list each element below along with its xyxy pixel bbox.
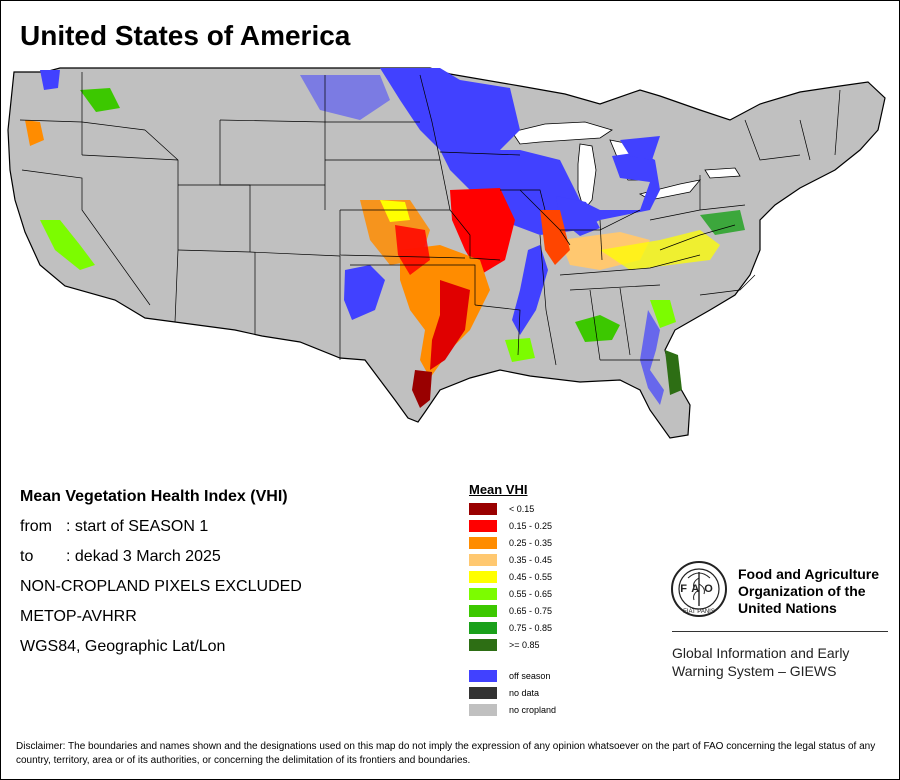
fao-name: Food and Agriculture Organization of the… [738, 566, 898, 617]
legend-swatch [469, 703, 497, 716]
legend-label: 0.35 - 0.45 [509, 554, 553, 565]
legend-swatch [469, 669, 497, 682]
classes-row: 0.35 - 0.45 [469, 551, 556, 568]
classes-row: 0.65 - 0.75 [469, 602, 556, 619]
fao-divider [672, 631, 888, 632]
classes-row: 0.75 - 0.85 [469, 619, 556, 636]
disclaimer: Disclaimer: The boundaries and names sho… [16, 741, 876, 766]
lake-ontario [704, 167, 741, 179]
legend-classes: < 0.15 0.15 - 0.25 0.25 - 0.35 0.35 - 0.45 0… [469, 500, 556, 653]
legend-swatch [469, 502, 497, 515]
off-season-areas [40, 68, 664, 405]
legend-special: off season no data no cropland [469, 667, 556, 718]
to-value: : dekad 3 March 2025 [66, 548, 221, 565]
legend-swatch [469, 536, 497, 549]
fao-name-line2: Organization of the [738, 583, 866, 599]
legend-title: Mean VHI [469, 482, 528, 497]
legend-label: 0.75 - 0.85 [509, 622, 553, 633]
legend-label: 0.15 - 0.25 [509, 520, 553, 531]
classes-row: >= 0.85 [469, 636, 556, 653]
exclusion-note: NON-CROPLAND PIXELS EXCLUDED [20, 578, 302, 595]
to-line: to : dekad 3 March 2025 [20, 546, 302, 576]
legend-label: off season [509, 670, 551, 681]
sensor-note: METOP-AVHRR [20, 608, 137, 625]
legend-label: 0.45 - 0.55 [509, 571, 553, 582]
classes-row: 0.55 - 0.65 [469, 585, 556, 602]
legend-label: >= 0.85 [509, 639, 540, 650]
classes-row: 0.15 - 0.25 [469, 517, 556, 534]
classes-row: 0.45 - 0.55 [469, 568, 556, 585]
legend-swatch [469, 587, 497, 600]
special-row: no data [469, 684, 556, 701]
map-info: Mean Vegetation Health Index (VHI) from:… [20, 486, 302, 666]
from-line: from : start of SEASON 1 [20, 516, 302, 546]
giews-line2: Warning System – GIEWS [672, 663, 837, 679]
from-key: from [20, 518, 52, 535]
legend-swatch [469, 604, 497, 617]
legend-swatch [469, 621, 497, 634]
state-borders [19, 72, 841, 366]
classes-row: 0.25 - 0.35 [469, 534, 556, 551]
giews-line1: Global Information and Early [672, 645, 850, 661]
special-row: no cropland [469, 701, 556, 718]
classes-row: < 0.15 [469, 500, 556, 517]
from-value: : start of SEASON 1 [66, 518, 209, 535]
legend-label: 0.55 - 0.65 [509, 588, 553, 599]
map-title: United States of America [20, 20, 351, 51]
fao-name-line1: Food and Agriculture [738, 566, 880, 582]
fao-logo-motto: FIAT PANIS [683, 609, 715, 615]
fao-name-line3: United Nations [738, 600, 837, 616]
projection-note: WGS84, Geographic Lat/Lon [20, 638, 226, 655]
low-vhi-areas [25, 120, 650, 408]
legend-swatch [469, 638, 497, 651]
fao-logo-text: FAO [680, 583, 718, 595]
legend-label: 0.65 - 0.75 [509, 605, 553, 616]
vhi-map [7, 67, 886, 439]
legend-swatch [469, 519, 497, 532]
legend-swatch [469, 686, 497, 699]
legend-swatch [469, 570, 497, 583]
giews-name: Global Information and Early Warning Sys… [672, 644, 892, 680]
legend-label: < 0.15 [509, 503, 535, 514]
legend-swatch [469, 553, 497, 566]
legend-label: 0.25 - 0.35 [509, 537, 553, 548]
lake-superior [511, 121, 613, 145]
to-key: to [20, 548, 34, 565]
special-row: off season [469, 667, 556, 684]
index-heading: Mean Vegetation Health Index (VHI) [20, 488, 288, 505]
legend: Mean VHI < 0.15 0.15 - 0.25 0.25 - 0.35 0.3… [469, 482, 556, 718]
fao-logo-icon: FAO FIAT PANIS [671, 561, 727, 617]
legend-label: no cropland [509, 704, 557, 715]
legend-label: no data [509, 687, 540, 698]
